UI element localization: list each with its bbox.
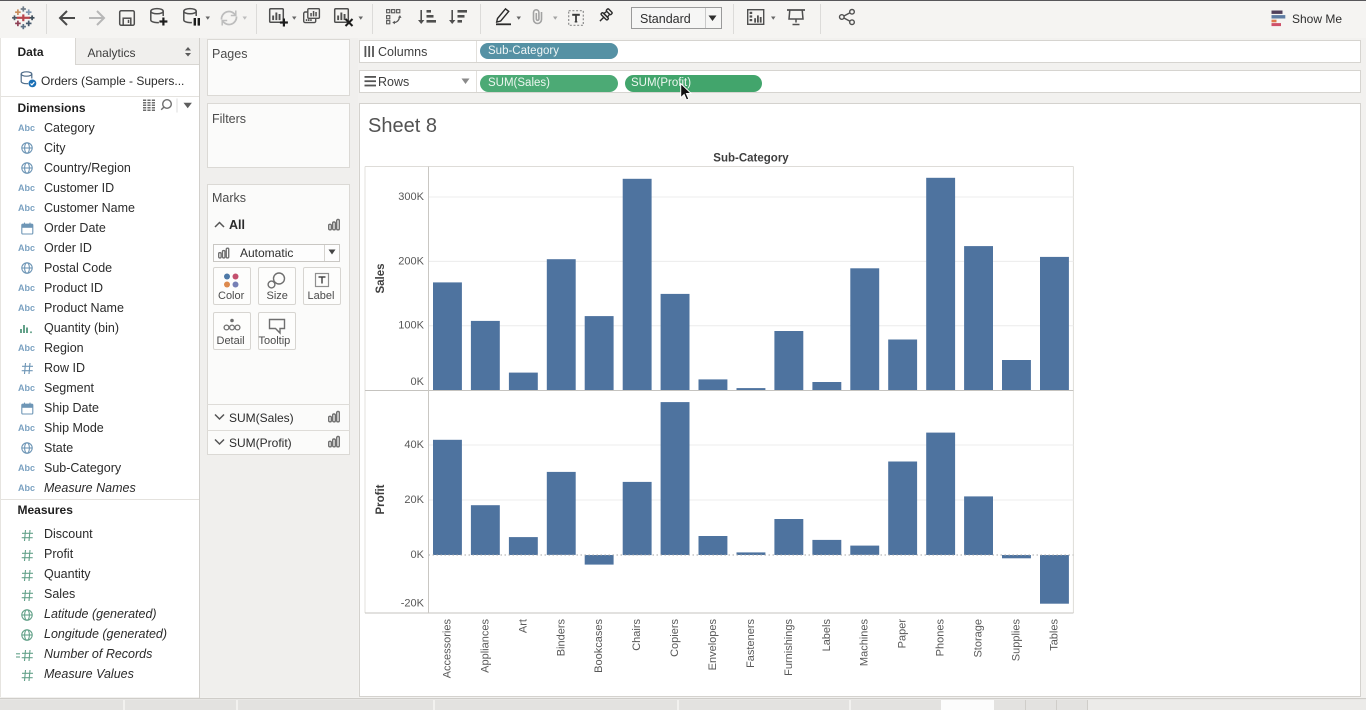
svg-text:Labels: Labels <box>821 619 833 652</box>
svg-text:Furnishings: Furnishings <box>783 619 795 676</box>
svg-text:Sub-Category: Sub-Category <box>713 153 789 165</box>
svg-text:Storage: Storage <box>973 619 985 658</box>
svg-text:Accessories: Accessories <box>441 619 453 679</box>
svg-text:Phones: Phones <box>935 619 947 657</box>
svg-text:Envelopes: Envelopes <box>707 619 719 671</box>
svg-text:Fasteners: Fasteners <box>745 619 757 668</box>
svg-text:0K: 0K <box>411 376 425 388</box>
svg-text:Binders: Binders <box>555 619 567 657</box>
svg-text:-20K: -20K <box>401 598 425 610</box>
svg-text:Supplies: Supplies <box>1011 619 1023 662</box>
svg-text:Paper: Paper <box>897 619 909 649</box>
svg-text:0K: 0K <box>411 549 425 561</box>
svg-text:Art: Art <box>517 619 529 633</box>
svg-text:Chairs: Chairs <box>631 619 643 651</box>
svg-text:40K: 40K <box>404 439 424 451</box>
svg-text:300K: 300K <box>398 191 424 203</box>
svg-text:Bookcases: Bookcases <box>593 619 605 673</box>
svg-text:100K: 100K <box>398 320 424 332</box>
svg-text:Profit: Profit <box>375 484 387 514</box>
svg-text:Machines: Machines <box>859 619 871 667</box>
svg-text:Copiers: Copiers <box>669 619 681 657</box>
svg-text:20K: 20K <box>404 494 424 506</box>
svg-text:200K: 200K <box>398 255 424 267</box>
svg-text:Tables: Tables <box>1048 619 1060 651</box>
svg-text:Sales: Sales <box>375 263 387 293</box>
svg-text:Appliances: Appliances <box>479 619 491 673</box>
